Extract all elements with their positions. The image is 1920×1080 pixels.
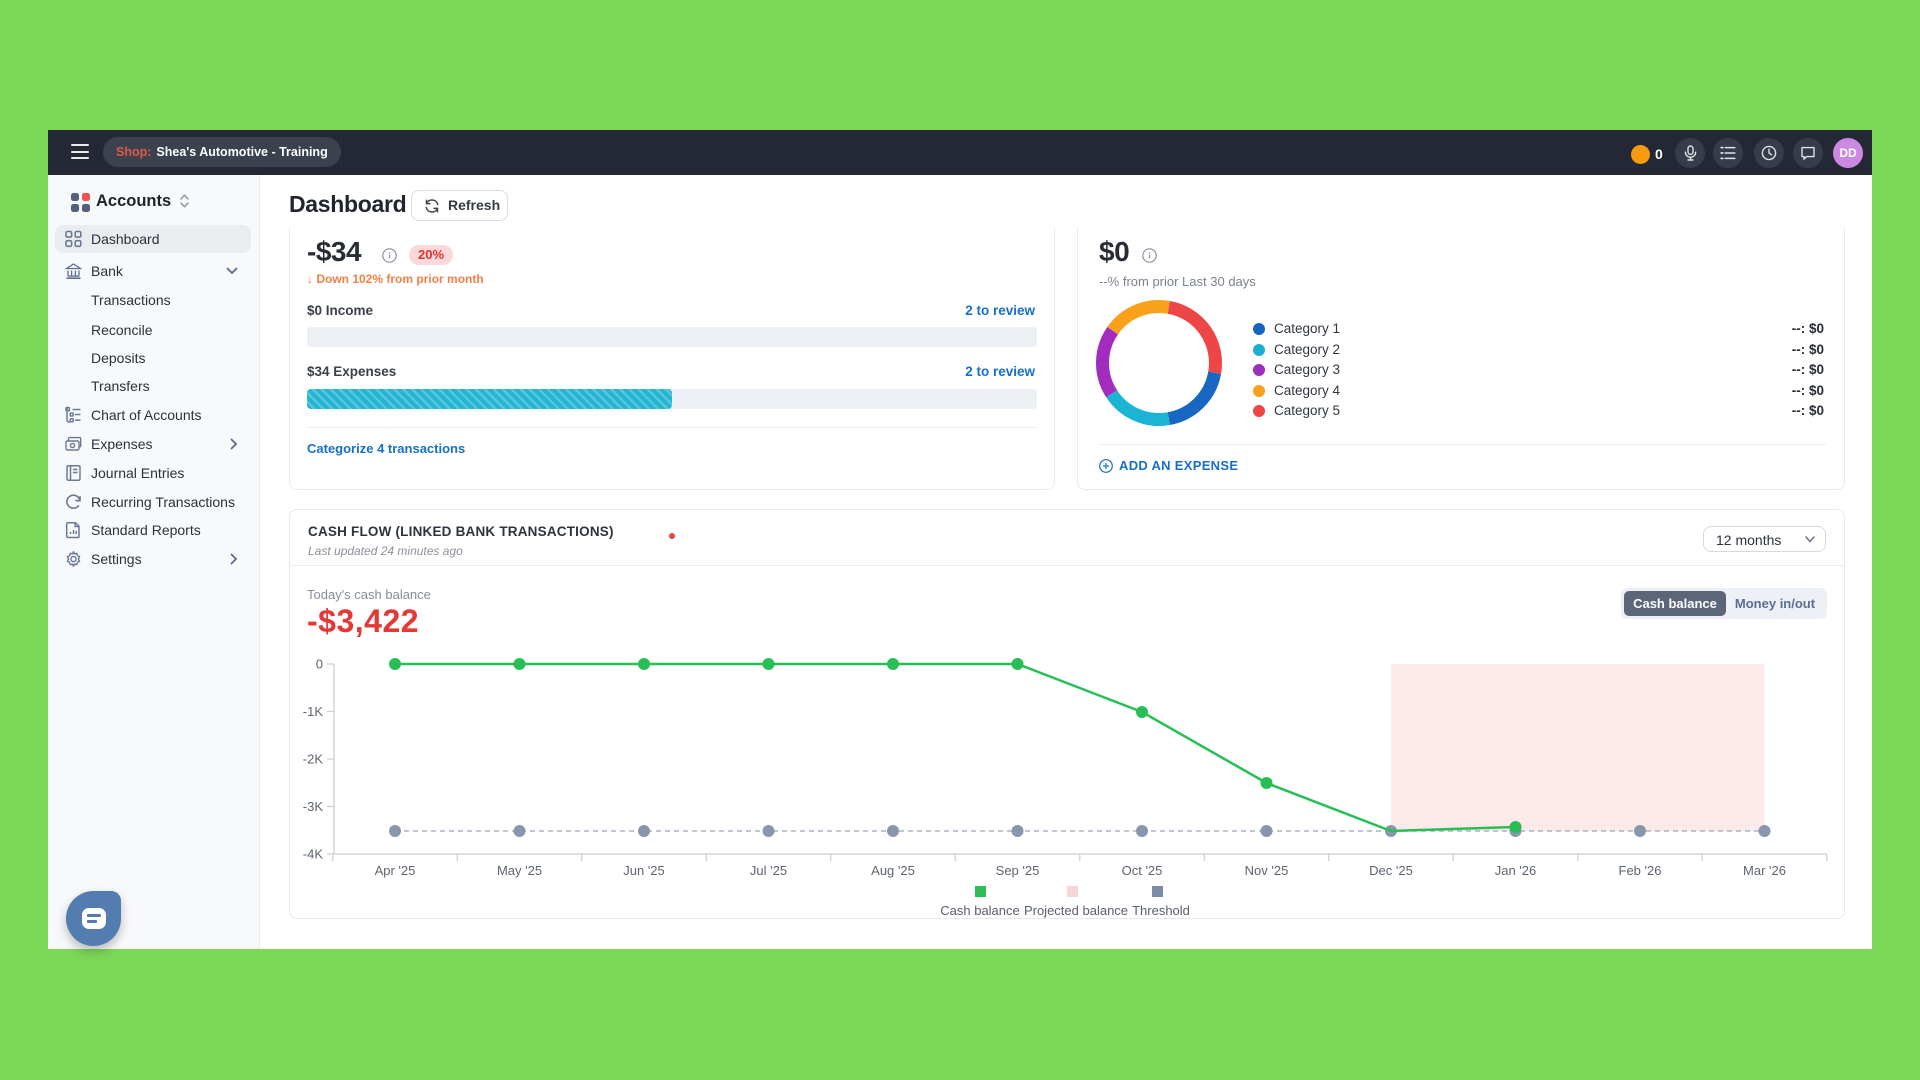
svg-text:Jun '25: Jun '25	[623, 863, 665, 878]
svg-text:-4K: -4K	[303, 847, 324, 862]
svg-text:-1K: -1K	[303, 704, 324, 719]
svg-text:May '25: May '25	[497, 863, 542, 878]
svg-text:Oct '25: Oct '25	[1122, 863, 1163, 878]
svg-text:Jul '25: Jul '25	[750, 863, 787, 878]
svg-text:Dec '25: Dec '25	[1369, 863, 1413, 878]
svg-text:Nov '25: Nov '25	[1245, 863, 1289, 878]
svg-text:Sep '25: Sep '25	[996, 863, 1040, 878]
svg-text:Jan '26: Jan '26	[1495, 863, 1537, 878]
svg-text:-2K: -2K	[303, 752, 324, 767]
svg-text:Apr '25: Apr '25	[375, 863, 416, 878]
svg-text:Cash balance: Cash balance	[940, 903, 1020, 918]
svg-text:Mar '26: Mar '26	[1743, 863, 1786, 878]
svg-text:Threshold: Threshold	[1132, 903, 1190, 918]
svg-text:-3K: -3K	[303, 799, 324, 814]
svg-text:Feb '26: Feb '26	[1619, 863, 1662, 878]
svg-text:Aug '25: Aug '25	[871, 863, 915, 878]
svg-text:0: 0	[316, 657, 323, 672]
svg-text:Projected balance: Projected balance	[1024, 903, 1128, 918]
